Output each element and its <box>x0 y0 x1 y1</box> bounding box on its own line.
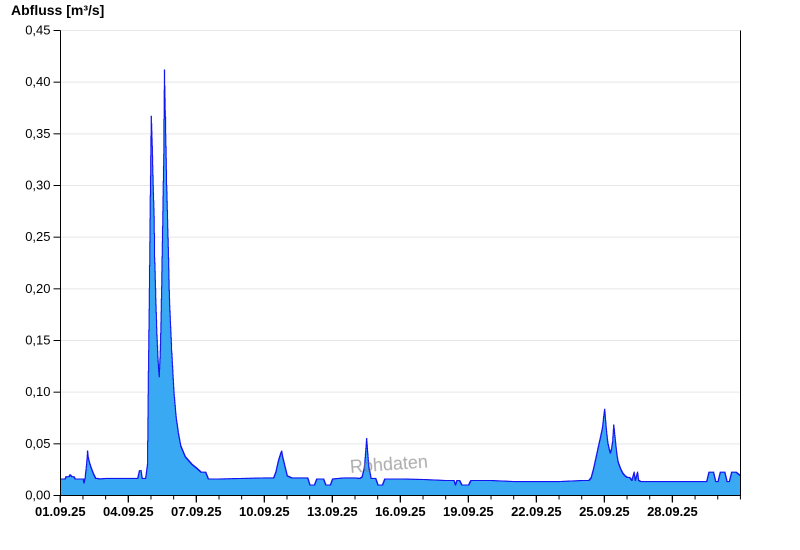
svg-text:0,05: 0,05 <box>25 436 50 451</box>
svg-text:0,45: 0,45 <box>25 23 50 38</box>
svg-text:0,10: 0,10 <box>25 384 50 399</box>
svg-text:0,15: 0,15 <box>25 333 50 348</box>
svg-text:0,20: 0,20 <box>25 281 50 296</box>
svg-text:22.09.25: 22.09.25 <box>511 504 562 519</box>
svg-text:25.09.25: 25.09.25 <box>579 504 630 519</box>
svg-text:0,35: 0,35 <box>25 126 50 141</box>
svg-text:0,40: 0,40 <box>25 74 50 89</box>
svg-text:13.09.25: 13.09.25 <box>307 504 358 519</box>
svg-text:16.09.25: 16.09.25 <box>375 504 426 519</box>
svg-text:04.09.25: 04.09.25 <box>103 504 154 519</box>
svg-text:0,00: 0,00 <box>25 488 50 503</box>
svg-text:10.09.25: 10.09.25 <box>239 504 290 519</box>
svg-text:07.09.25: 07.09.25 <box>171 504 222 519</box>
svg-text:0,30: 0,30 <box>25 178 50 193</box>
svg-text:28.09.25: 28.09.25 <box>647 504 698 519</box>
svg-text:0,25: 0,25 <box>25 229 50 244</box>
svg-text:01.09.25: 01.09.25 <box>35 504 86 519</box>
svg-text:19.09.25: 19.09.25 <box>443 504 494 519</box>
